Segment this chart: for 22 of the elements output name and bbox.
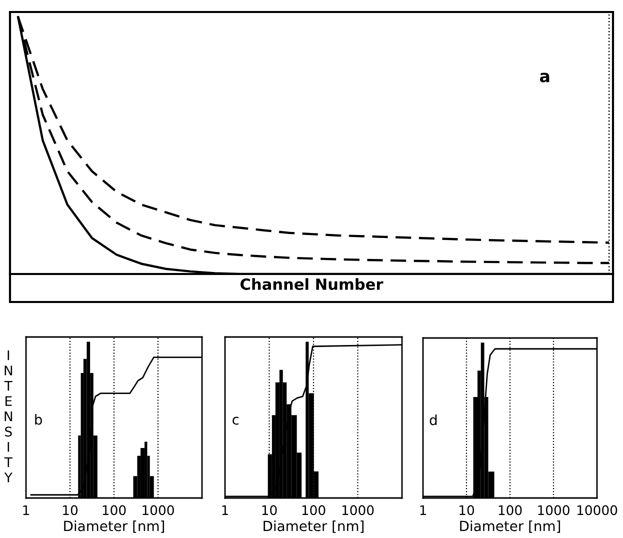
x-tick-label: 10 [262,505,277,516]
text: INTENSITY [4,350,12,482]
annotation: c [232,416,239,425]
x-tick-label: 1 [420,505,426,515]
x-tick-label: 10000 [577,505,618,516]
x-tick-label: 100 [102,505,126,516]
annotation: a [540,72,550,82]
x-tick-label: 1000 [538,505,570,516]
x-tick-label: 100 [302,505,326,516]
x-axis-title: Diameter [nm] [460,520,560,533]
x-tick-label: 1000 [142,505,174,516]
x-axis-title: Diameter [nm] [264,520,364,533]
x-axis-title: Channel Number [240,278,384,290]
x-tick-label: 1 [23,505,29,515]
x-tick-label: 10 [63,505,78,516]
annotation: d [430,414,437,426]
x-tick-label: 100 [498,505,522,516]
annotation: b [35,414,42,425]
x-tick-label: 1000 [342,505,374,516]
x-axis-title: Diameter [nm] [64,520,164,533]
x-tick-label: 10 [460,505,474,516]
x-tick-label: 1 [222,505,228,515]
